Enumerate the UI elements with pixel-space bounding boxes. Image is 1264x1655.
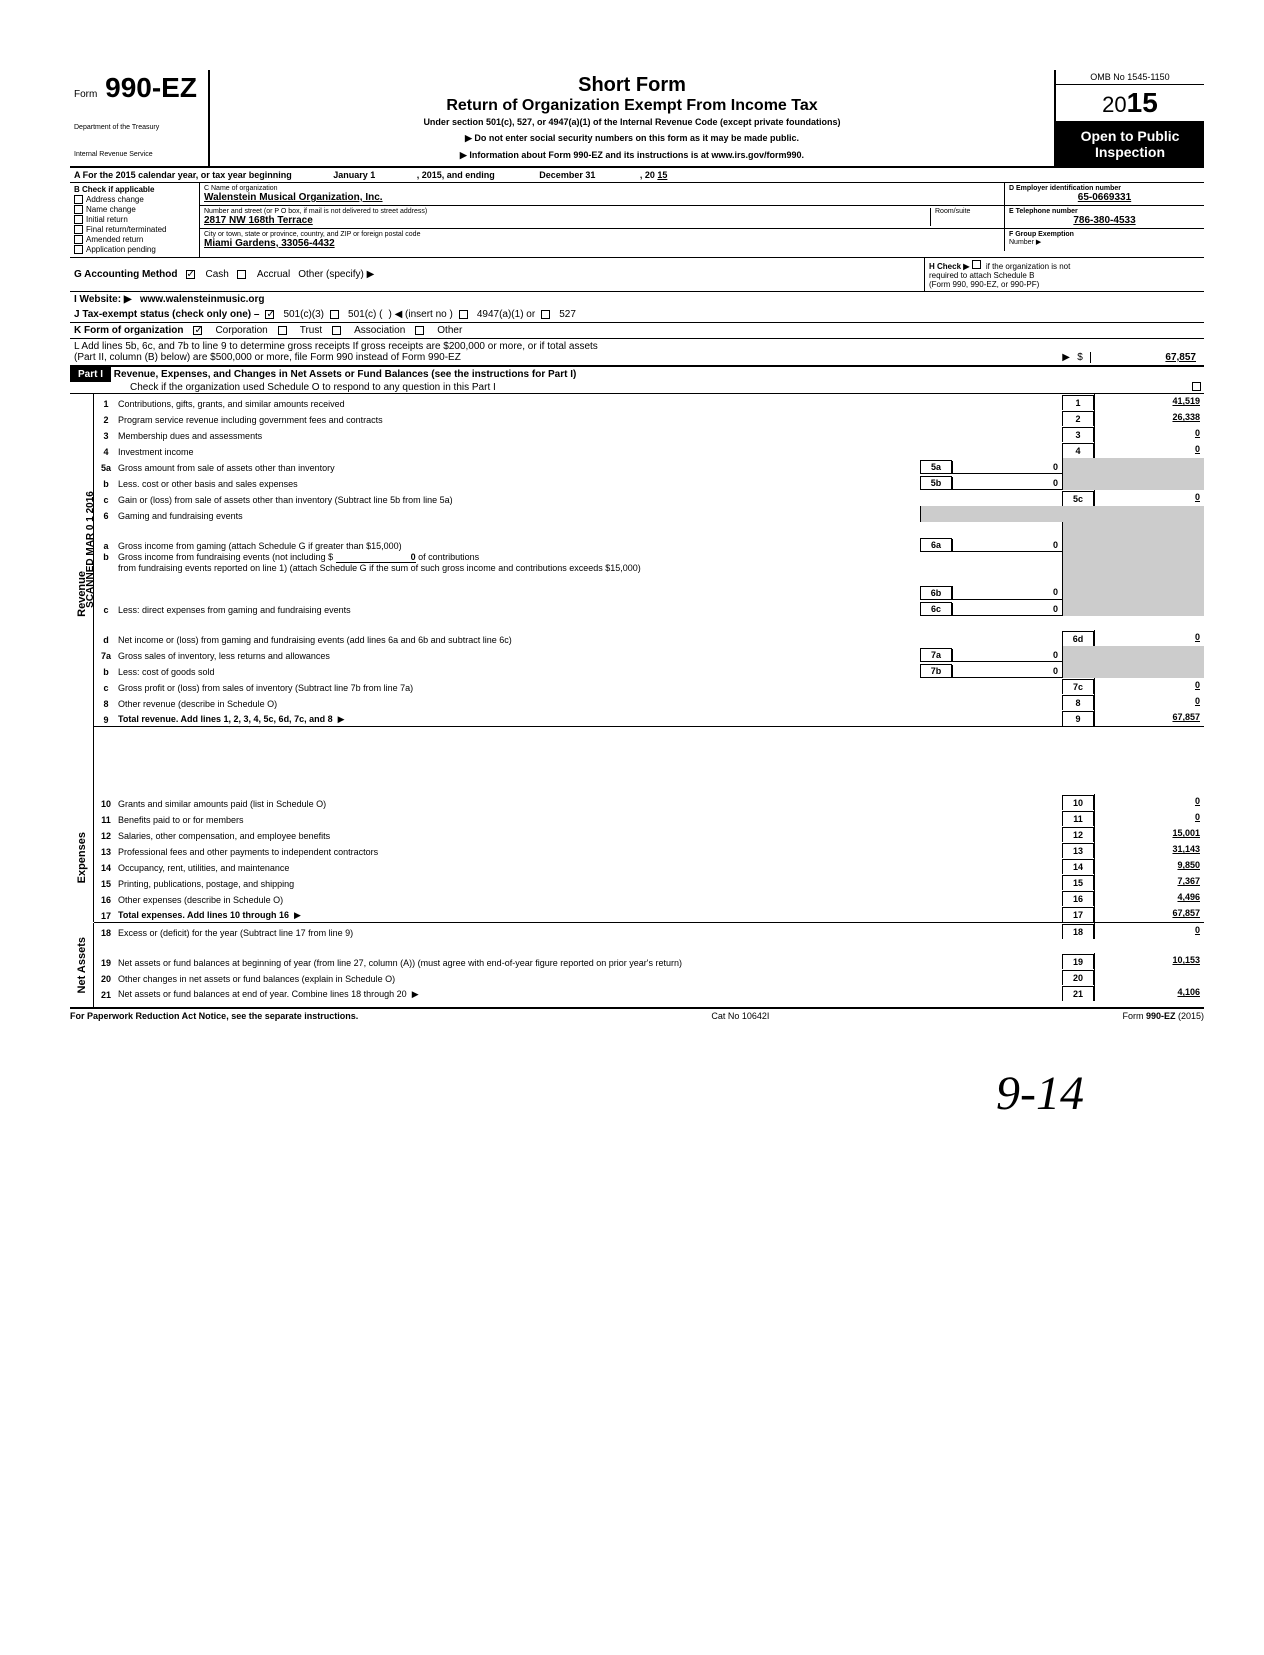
row-j-tax-exempt: J Tax-exempt status (check only one) – 5… bbox=[70, 307, 1204, 323]
col-c-d-e-f: C Name of organization Walenstein Musica… bbox=[200, 183, 1204, 257]
line-10: 10Grants and similar amounts paid (list … bbox=[94, 794, 1204, 810]
dept-treasury: Department of the Treasury bbox=[74, 124, 204, 131]
check-trust[interactable] bbox=[278, 326, 287, 335]
line-3: 3Membership dues and assessments30 bbox=[94, 426, 1204, 442]
instr-ssn: ▶ Do not enter social security numbers o… bbox=[218, 133, 1046, 144]
check-initial-return[interactable]: Initial return bbox=[74, 215, 195, 224]
section-b-to-f: B Check if applicable Address change Nam… bbox=[70, 183, 1204, 258]
line-9: 9Total revenue. Add lines 1, 2, 3, 4, 5c… bbox=[94, 710, 1204, 727]
main-lines-table: SCANNED MAR 0 1 2016 Revenue 1Contributi… bbox=[70, 394, 1204, 1009]
check-address-change[interactable]: Address change bbox=[74, 195, 195, 204]
omb-number: OMB No 1545-1150 bbox=[1056, 70, 1204, 85]
check-corporation[interactable] bbox=[193, 326, 202, 335]
part-i-badge: Part I bbox=[70, 367, 111, 382]
col-b-checkboxes: B Check if applicable Address change Nam… bbox=[70, 183, 200, 257]
form-prefix: Form bbox=[74, 89, 97, 100]
row-l-gross-receipts: L Add lines 5b, 6c, and 7b to line 9 to … bbox=[70, 339, 1204, 366]
line-6c: cLess: direct expenses from gaming and f… bbox=[94, 600, 1204, 616]
website-value: www.walensteinmusic.org bbox=[140, 294, 265, 305]
part-i-header-row: Part I Revenue, Expenses, and Changes in… bbox=[70, 366, 1204, 394]
side-net-assets: Net Assets bbox=[76, 937, 88, 993]
line-6a: aGross income from gaming (attach Schedu… bbox=[94, 522, 1204, 552]
h-schedule-b: H Check ▶ if the organization is not req… bbox=[924, 258, 1204, 291]
handwritten-signature: 9-14 bbox=[996, 1066, 1084, 1121]
phone-value: 786-380-4533 bbox=[1009, 215, 1200, 226]
form-right-block: OMB No 1545-1150 2015 Open to Public Ins… bbox=[1054, 70, 1204, 166]
line-6b: b Gross income from fundraising events (… bbox=[94, 552, 1204, 600]
form-title-block: Short Form Return of Organization Exempt… bbox=[210, 70, 1054, 166]
line-8: 8Other revenue (describe in Schedule O)8… bbox=[94, 694, 1204, 710]
check-4947[interactable] bbox=[459, 310, 468, 319]
line-20: 20Other changes in net assets or fund ba… bbox=[94, 969, 1204, 985]
check-name-change[interactable]: Name change bbox=[74, 205, 195, 214]
check-accrual[interactable] bbox=[237, 270, 246, 279]
line-17: 17Total expenses. Add lines 10 through 1… bbox=[94, 906, 1204, 923]
check-527[interactable] bbox=[541, 310, 550, 319]
row-i-website: I Website: ▶ www.walensteinmusic.org bbox=[70, 292, 1204, 307]
phone-cell: E Telephone number 786-380-4533 bbox=[1004, 206, 1204, 228]
check-schedule-o[interactable] bbox=[1192, 382, 1201, 391]
line-19: 19Net assets or fund balances at beginni… bbox=[94, 939, 1204, 969]
check-amended[interactable]: Amended return bbox=[74, 235, 195, 244]
line-15: 15Printing, publications, postage, and s… bbox=[94, 874, 1204, 890]
line-5c: cGain or (loss) from sale of assets othe… bbox=[94, 490, 1204, 506]
line-13: 13Professional fees and other payments t… bbox=[94, 842, 1204, 858]
line-21: 21Net assets or fund balances at end of … bbox=[94, 985, 1204, 1001]
org-city: Miami Gardens, 33056-4432 bbox=[204, 238, 1000, 249]
org-street: 2817 NW 168th Terrace bbox=[204, 215, 930, 226]
instr-info: ▶ Information about Form 990-EZ and its … bbox=[218, 150, 1046, 161]
line-2: 2Program service revenue including gover… bbox=[94, 410, 1204, 426]
open-to-public: Open to Public Inspection bbox=[1056, 122, 1204, 166]
org-city-cell: City or town, state or province, country… bbox=[200, 229, 1004, 251]
b-label: B Check if applicable bbox=[74, 185, 195, 194]
subtitle: Under section 501(c), 527, or 4947(a)(1)… bbox=[218, 117, 1046, 127]
title-return: Return of Organization Exempt From Incom… bbox=[218, 97, 1046, 115]
line-6d: dNet income or (loss) from gaming and fu… bbox=[94, 616, 1204, 646]
ein-cell: D Employer identification number 65-0669… bbox=[1004, 183, 1204, 205]
line-7b: bLess: cost of goods sold7b0 bbox=[94, 662, 1204, 678]
room-suite-label: Room/suite bbox=[935, 208, 1000, 215]
part-i-title: Revenue, Expenses, and Changes in Net As… bbox=[114, 369, 577, 380]
line-1: 1Contributions, gifts, grants, and simil… bbox=[94, 394, 1204, 410]
paperwork-notice: For Paperwork Reduction Act Notice, see … bbox=[70, 1011, 358, 1021]
line-5a: 5aGross amount from sale of assets other… bbox=[94, 458, 1204, 474]
check-501c[interactable] bbox=[330, 310, 339, 319]
line-7c: cGross profit or (loss) from sales of in… bbox=[94, 678, 1204, 694]
line-16: 16Other expenses (describe in Schedule O… bbox=[94, 890, 1204, 906]
line-12: 12Salaries, other compensation, and empl… bbox=[94, 826, 1204, 842]
org-name: Walenstein Musical Organization, Inc. bbox=[204, 192, 1000, 203]
check-association[interactable] bbox=[332, 326, 341, 335]
side-expenses: Expenses bbox=[76, 832, 88, 883]
side-revenue: Revenue bbox=[76, 571, 88, 617]
dept-irs: Internal Revenue Service bbox=[74, 151, 204, 158]
line-18: 18Excess or (deficit) for the year (Subt… bbox=[94, 923, 1204, 939]
form-ref: Form 990-EZ (2015) bbox=[1122, 1011, 1204, 1021]
title-short-form: Short Form bbox=[218, 74, 1046, 97]
form-header: Form 990-EZ Department of the Treasury I… bbox=[70, 70, 1204, 168]
ein-value: 65-0669331 bbox=[1009, 192, 1200, 203]
group-exemption-cell: F Group Exemption Number ▶ bbox=[1004, 229, 1204, 251]
org-name-cell: C Name of organization Walenstein Musica… bbox=[200, 183, 1004, 205]
check-501c3[interactable] bbox=[265, 310, 274, 319]
check-app-pending[interactable]: Application pending bbox=[74, 245, 195, 254]
line-11: 11Benefits paid to or for members110 bbox=[94, 810, 1204, 826]
gross-receipts-amount: 67,857 bbox=[1090, 352, 1200, 363]
form-number: 990-EZ bbox=[105, 72, 197, 103]
page-footer: For Paperwork Reduction Act Notice, see … bbox=[70, 1009, 1204, 1021]
row-g-h: G Accounting Method Cash Accrual Other (… bbox=[70, 258, 1204, 292]
line-5b: bLess. cost or other basis and sales exp… bbox=[94, 474, 1204, 490]
line-6: 6Gaming and fundraising events bbox=[94, 506, 1204, 522]
line-7a: 7aGross sales of inventory, less returns… bbox=[94, 646, 1204, 662]
row-a-tax-year: A For the 2015 calendar year, or tax yea… bbox=[70, 168, 1204, 183]
check-other-org[interactable] bbox=[415, 326, 424, 335]
form-id-block: Form 990-EZ Department of the Treasury I… bbox=[70, 70, 210, 166]
check-cash[interactable] bbox=[186, 270, 195, 279]
row-k-form-org: K Form of organization Corporation Trust… bbox=[70, 323, 1204, 339]
line-4: 4Investment income40 bbox=[94, 442, 1204, 458]
cat-no: Cat No 10642I bbox=[711, 1011, 769, 1021]
tax-year: 2015 bbox=[1056, 85, 1204, 122]
line-14: 14Occupancy, rent, utilities, and mainte… bbox=[94, 858, 1204, 874]
check-final-return[interactable]: Final return/terminated bbox=[74, 225, 195, 234]
